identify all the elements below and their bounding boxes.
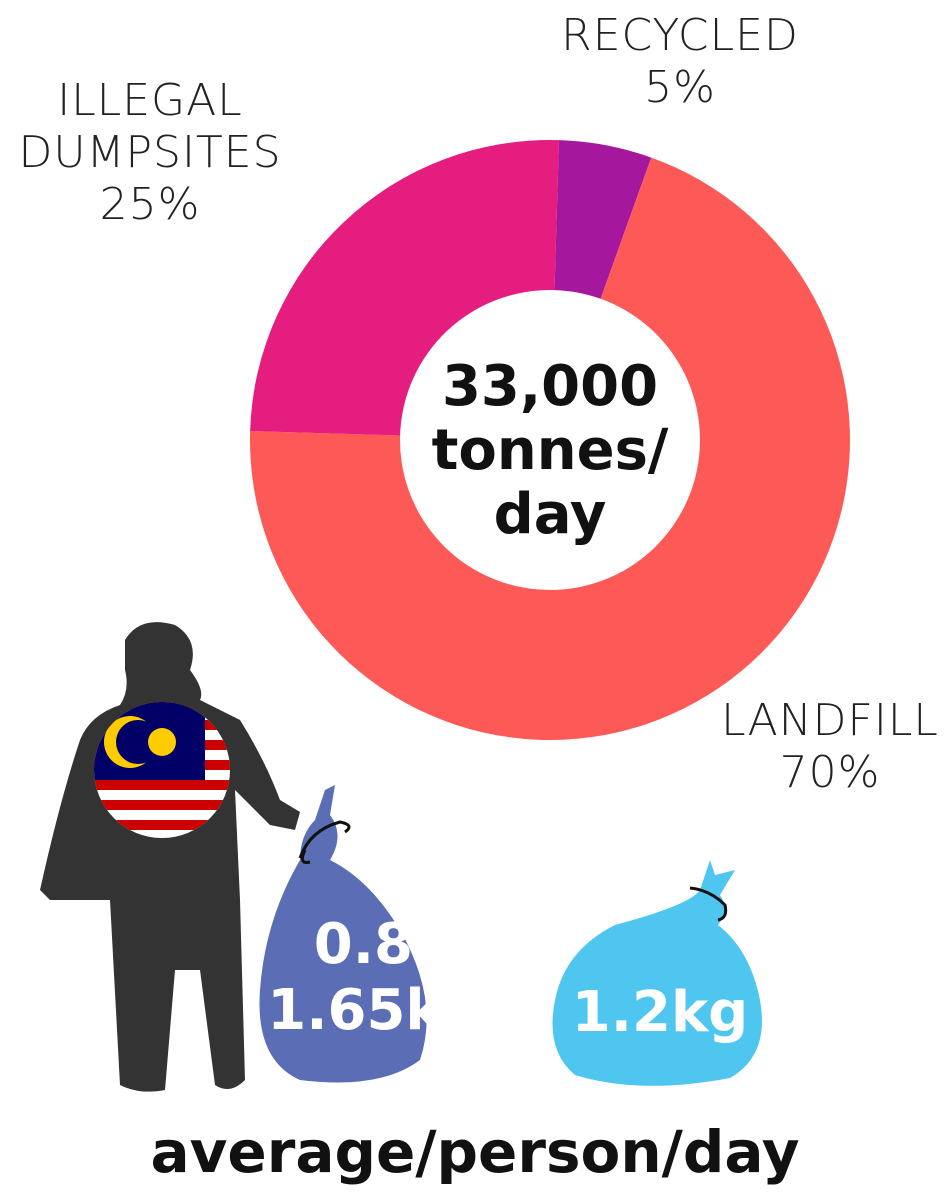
footer: average/person/day — [150, 1118, 800, 1186]
slice-value: 25% — [99, 179, 201, 230]
slice-label: RECYCLED — [561, 10, 799, 61]
donut-slice — [250, 140, 559, 436]
slice-label: LANDFILL — [721, 695, 939, 746]
slice-value: 5% — [644, 62, 716, 113]
donut-slice — [554, 140, 652, 299]
bag-label: 1.2kg — [571, 980, 749, 1045]
bag-label: 0.8-1.65kg — [267, 912, 483, 1043]
bag-tie — [298, 820, 351, 864]
bag-shape — [552, 860, 762, 1086]
slice-value: 70% — [779, 747, 881, 798]
center-label: 33,000 tonnes/ day — [431, 354, 669, 547]
donut — [249, 140, 850, 740]
bag-tie — [689, 886, 728, 922]
donut-slice — [249, 157, 850, 740]
slice-label: ILLEGAL DUMPSITES — [18, 75, 282, 178]
